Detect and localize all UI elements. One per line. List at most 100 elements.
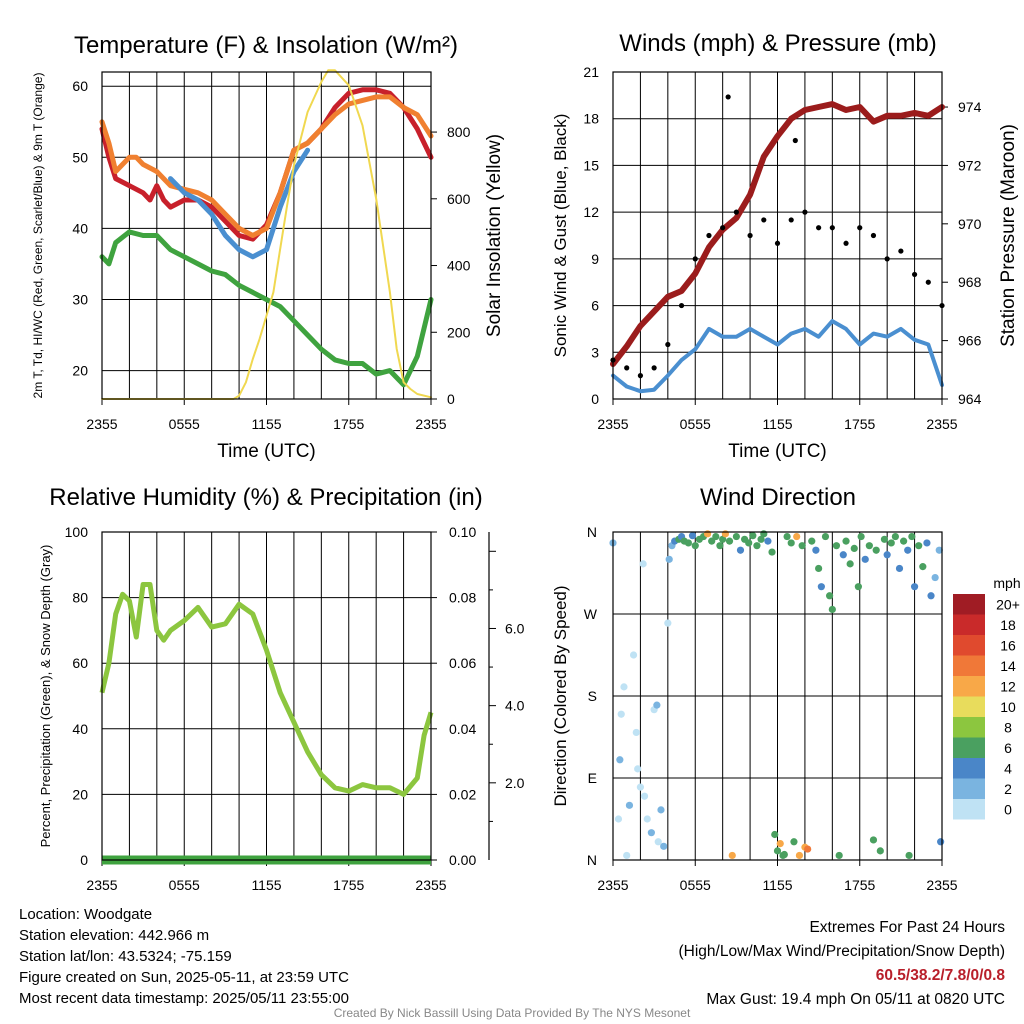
direction-point	[787, 539, 795, 547]
direction-point	[745, 539, 753, 547]
x-tick-label: 2355	[415, 416, 446, 432]
direction-point	[872, 546, 880, 554]
direction-point	[703, 530, 712, 538]
direction-point	[629, 651, 638, 659]
direction-point	[657, 806, 665, 814]
direction-point	[839, 551, 847, 559]
plot-border	[612, 531, 943, 861]
y2-tick-label: 964	[958, 391, 982, 407]
chart-title: Winds (mph) & Pressure (mb)	[619, 30, 936, 57]
y2-tick-label: 400	[447, 258, 471, 274]
direction-point	[728, 851, 736, 860]
direction-point	[808, 537, 816, 545]
y-tick-label: 0	[80, 852, 88, 868]
y-tick-label: 100	[65, 524, 89, 540]
direction-point	[776, 840, 784, 848]
legend-label: 18	[1000, 617, 1016, 633]
y2-tick-label: 968	[958, 274, 982, 290]
legend-label: 2	[1004, 781, 1012, 797]
gust-point	[624, 365, 630, 371]
y-tick-label: 12	[583, 204, 599, 220]
direction-point	[828, 605, 836, 614]
gust-point	[733, 209, 739, 215]
y2-tick-label: 0.04	[449, 721, 476, 737]
series-line-2m-t	[99, 87, 434, 242]
x-tick-label: 2355	[926, 877, 957, 893]
gust-point	[637, 373, 644, 379]
gust-point	[898, 248, 904, 254]
y2-tick-label: 0.08	[449, 590, 476, 606]
x-tick-label: 1155	[251, 877, 281, 893]
chart-title: Wind Direction	[700, 484, 856, 511]
direction-point	[780, 850, 788, 859]
direction-point	[908, 532, 916, 541]
y2-tick-label: 974	[958, 99, 982, 115]
extremes-title: Extremes For Past 24 Hours	[809, 919, 1005, 936]
x-tick-label: 0555	[169, 416, 200, 432]
y-tick-label: 20	[72, 786, 88, 802]
plot-border	[101, 531, 432, 861]
direction-point	[771, 830, 779, 839]
y2-tick-label: 200	[447, 324, 471, 340]
direction-point	[835, 851, 843, 860]
direction-point	[865, 542, 873, 550]
legend-swatch	[953, 594, 985, 615]
chart-panel-3: 2355 0555 1155 1755 2355 Relative Humidity (%…	[38, 484, 525, 893]
legend-swatch	[953, 799, 985, 820]
direction-point	[842, 537, 850, 545]
direction-point	[850, 544, 858, 553]
x-tick-label: 2355	[86, 416, 117, 432]
direction-point	[617, 710, 625, 718]
x-tick-label: 1155	[762, 877, 792, 893]
y3-tick-label: 2.0	[505, 775, 525, 791]
y-tick-label: 40	[72, 721, 88, 737]
direction-point	[880, 535, 889, 543]
direction-point	[616, 756, 624, 764]
direction-point	[732, 532, 740, 541]
direction-point	[869, 836, 878, 844]
direction-point	[919, 563, 927, 571]
gust-point	[692, 256, 698, 262]
y-tick-label: 40	[72, 220, 88, 236]
direction-point	[846, 560, 854, 568]
direction-point	[793, 532, 801, 541]
direction-point	[854, 583, 862, 591]
max-gust-text: Max Gust: 19.4 mph On 05/11 at 0820 UTC	[706, 991, 1005, 1008]
direction-point	[905, 851, 913, 860]
x-tick-label: 1755	[333, 877, 364, 893]
direction-point	[719, 535, 727, 543]
x-tick-label: 1155	[762, 416, 792, 432]
chart-title: Temperature (F) & Insolation (W/m²)	[74, 32, 458, 59]
direction-point	[753, 542, 761, 550]
direction-point	[654, 838, 662, 846]
chart-title: Relative Humidity (%) & Precipitation (i…	[49, 484, 482, 511]
series-line-station-pressure	[610, 101, 945, 367]
gust-point	[816, 225, 822, 231]
x-tick-label: 1755	[844, 416, 875, 432]
y-tick-label: 6	[591, 298, 599, 314]
direction-point	[623, 851, 631, 860]
y-axis-label: Direction (Colored By Speed)	[551, 585, 570, 806]
y-tick-label: W	[584, 606, 598, 622]
direction-point	[857, 532, 865, 541]
y2-tick-label: 600	[447, 191, 471, 207]
direction-point	[736, 546, 745, 554]
series-line-hi-wc	[168, 147, 311, 260]
y2-tick-label: 966	[958, 333, 982, 349]
legend-swatch	[953, 635, 985, 656]
y-axis-label: 2m T, Td, HI/WC (Red, Green, Scarlet/Blu…	[31, 73, 45, 399]
direction-point	[773, 847, 782, 855]
extremes-subtitle: (High/Low/Max Wind/Precipitation/Snow De…	[678, 943, 1006, 960]
direction-point	[937, 838, 945, 846]
direction-point	[634, 765, 642, 773]
direction-point	[804, 845, 812, 853]
x-tick-label: 1155	[251, 416, 281, 432]
direction-point	[712, 532, 720, 541]
direction-point	[660, 842, 668, 850]
direction-point	[832, 542, 841, 550]
x-tick-label: 0555	[680, 416, 711, 432]
direction-point	[798, 542, 806, 550]
gust-point	[884, 256, 890, 262]
gust-point	[792, 137, 798, 144]
legend-swatch	[953, 778, 985, 799]
